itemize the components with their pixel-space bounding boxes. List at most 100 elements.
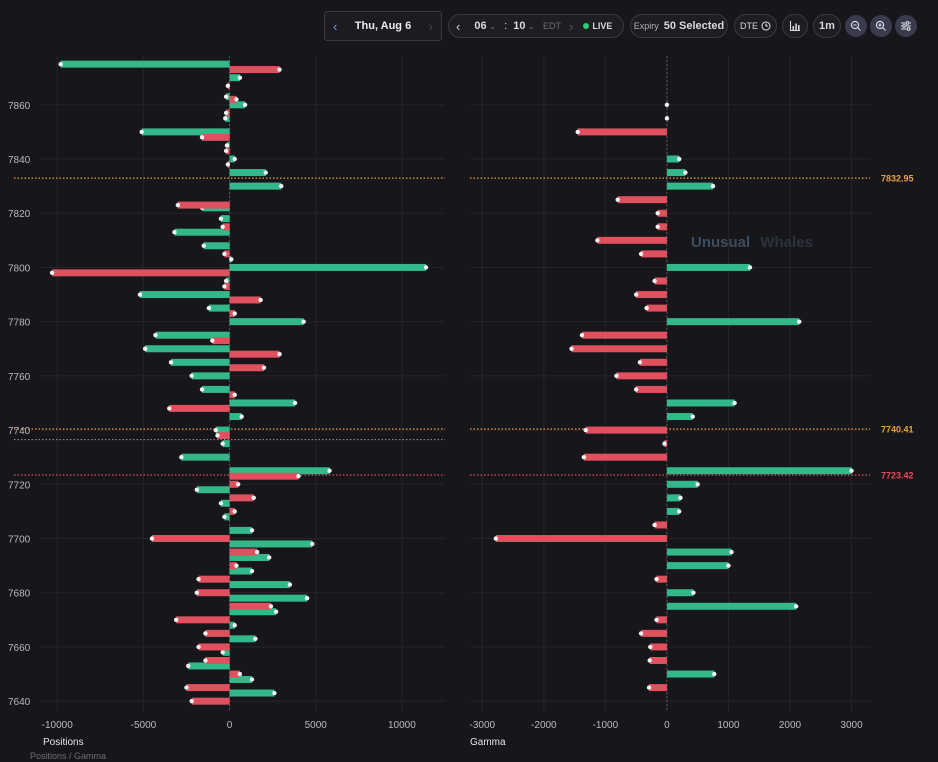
- gamma-marker: [662, 441, 667, 446]
- positions-positive-marker: [220, 650, 225, 655]
- positions-negative-marker: [234, 563, 239, 568]
- gamma-x-tick-label: -3000: [470, 720, 496, 731]
- positions-negative-marker: [220, 224, 225, 229]
- positions-negative-bar: [229, 350, 280, 358]
- gamma-marker: [726, 563, 731, 568]
- reference-label: 7832.95: [881, 174, 914, 184]
- y-tick-label: 7760: [8, 372, 31, 383]
- positions-positive-marker: [168, 360, 174, 365]
- gamma-x-tick-label: 2000: [779, 720, 802, 731]
- positions-negative-bar: [217, 432, 230, 440]
- positions-negative-marker: [199, 135, 205, 140]
- gamma-bar: [666, 413, 693, 421]
- gamma-bar: [616, 372, 667, 380]
- hour-chevron-icon[interactable]: ⌄: [488, 20, 497, 31]
- time-forward-icon[interactable]: ›: [569, 18, 574, 34]
- gamma-bar: [656, 616, 667, 624]
- positions-positive-marker: [242, 102, 248, 107]
- reference-label: 7723.42: [881, 471, 914, 481]
- gamma-marker: [575, 129, 580, 135]
- positions-positive-bar: [229, 413, 242, 421]
- positions-positive-marker: [232, 156, 237, 162]
- positions-negative-marker: [184, 685, 189, 690]
- gamma-bar: [666, 548, 732, 556]
- minute-select[interactable]: 10: [513, 20, 526, 32]
- y-tick-label: 7800: [8, 263, 31, 274]
- positions-positive-bar: [139, 291, 230, 299]
- positions-negative-marker: [234, 97, 239, 102]
- gamma-marker: [654, 576, 659, 582]
- positions-negative-marker: [149, 536, 155, 541]
- positions-negative-marker: [196, 576, 201, 582]
- gamma-marker: [695, 482, 700, 487]
- positions-positive-marker: [263, 170, 268, 175]
- positions-positive-marker: [249, 528, 255, 533]
- gamma-bar: [617, 196, 667, 204]
- timezone-label: EDT: [543, 21, 561, 31]
- chart-settings-button[interactable]: [895, 15, 917, 37]
- gamma-bar: [583, 453, 667, 461]
- positions-negative-bar: [229, 472, 299, 480]
- gamma-marker: [664, 116, 670, 121]
- positions-negative-bar: [169, 404, 230, 412]
- positions-negative-bar: [229, 66, 280, 74]
- gamma-bar: [597, 236, 667, 244]
- positions-axis-title: Positions: [43, 737, 84, 748]
- positions-negative-bar: [229, 494, 254, 502]
- positions-negative-marker: [223, 148, 229, 154]
- positions-positive-marker: [273, 609, 279, 614]
- positions-positive-marker: [179, 454, 184, 460]
- positions-positive-marker: [137, 292, 143, 297]
- positions-negative-marker: [225, 83, 231, 89]
- date-picker[interactable]: ‹ Thu, Aug 6 ›: [324, 11, 442, 41]
- hour-select[interactable]: 06: [474, 20, 487, 32]
- dte-button[interactable]: DTE: [734, 14, 777, 38]
- sliders-icon: [901, 21, 911, 31]
- gamma-bar: [650, 643, 667, 651]
- zoom-in-button[interactable]: [870, 15, 892, 37]
- positions-negative-bar: [196, 589, 230, 597]
- expiry-selector[interactable]: Expiry 50 Selected: [630, 14, 728, 38]
- positions-negative-bar: [191, 697, 230, 705]
- positions-negative-bar: [229, 507, 235, 515]
- zoom-in-icon: [875, 20, 886, 31]
- interval-button[interactable]: 1m: [813, 14, 841, 38]
- gamma-marker: [793, 604, 799, 609]
- positions-negative-marker: [277, 67, 282, 72]
- minute-chevron-icon[interactable]: ⌄: [527, 20, 535, 31]
- gamma-x-tick-label: -1000: [593, 720, 619, 731]
- gamma-bar: [657, 223, 667, 231]
- positions-negative-bar: [229, 602, 271, 610]
- previous-day-icon[interactable]: ‹: [333, 18, 338, 34]
- positions-positive-bar: [220, 215, 230, 223]
- gamma-marker: [638, 631, 644, 636]
- positions-positive-marker: [272, 690, 277, 696]
- gamma-marker: [654, 617, 659, 623]
- live-label: LIVE: [592, 21, 613, 31]
- positions-negative-marker: [235, 482, 241, 487]
- positions-positive-bar: [229, 263, 427, 271]
- gamma-bar: [654, 277, 667, 285]
- positions-positive-marker: [201, 243, 206, 248]
- next-day-icon[interactable]: ›: [428, 18, 433, 34]
- time-back-icon[interactable]: ‹: [456, 18, 461, 34]
- positions-positive-marker: [218, 216, 224, 221]
- gamma-bar: [666, 318, 800, 326]
- selected-date: Thu, Aug 6: [354, 20, 412, 32]
- positions-negative-bar: [176, 616, 230, 624]
- positions-negative-bar: [229, 296, 261, 304]
- gamma-marker: [849, 468, 854, 473]
- positions-positive-marker: [199, 387, 205, 392]
- positions-positive-bar: [229, 608, 277, 616]
- chart-type-button[interactable]: [782, 14, 808, 38]
- gamma-bar: [666, 562, 729, 570]
- zoom-out-button[interactable]: [845, 15, 867, 37]
- time-selector[interactable]: ‹ 06 ⌄ : 10 ⌄ EDT › LIVE: [448, 14, 624, 38]
- positions-negative-marker: [215, 433, 220, 438]
- positions-negative-marker: [277, 351, 282, 357]
- watermark-word-1: Unusual: [691, 234, 750, 251]
- gamma-marker: [690, 414, 695, 419]
- positions-negative-marker: [222, 284, 227, 289]
- positions-positive-bar: [229, 594, 308, 602]
- positions-positive-marker: [206, 305, 212, 311]
